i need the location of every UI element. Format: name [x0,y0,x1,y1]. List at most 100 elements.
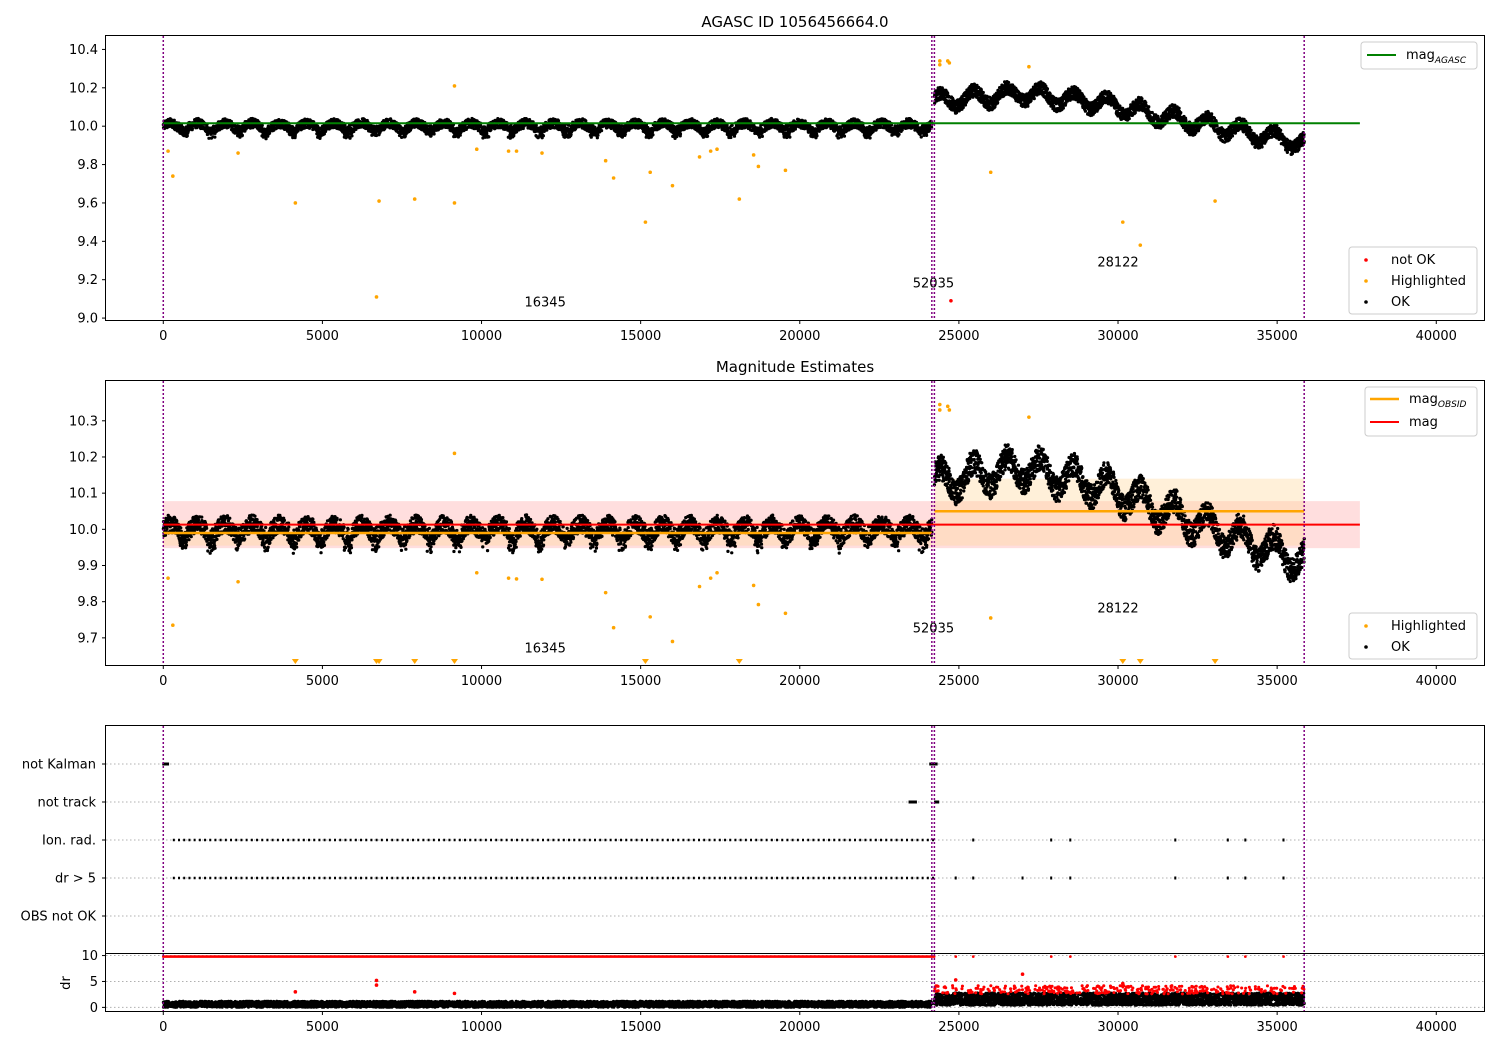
panel-4-ylabel: dr [59,976,74,990]
dr-red-point [1020,972,1025,977]
x-tick-label: 10000 [461,1020,502,1035]
highlighted-point [514,577,519,581]
legend-not-ok-marker [1364,258,1368,262]
y-tick-label: 9.4 [77,235,98,250]
x-tick-label: 35000 [1256,674,1297,689]
highlighted-point [715,570,719,575]
dr-ok-points-obs-2 [932,991,1306,1007]
panel-2-data [161,381,1360,665]
highlighted-point [1027,64,1031,69]
flag-point [1021,876,1024,880]
x-tick-label: 0 [159,1020,167,1035]
flag-point [934,800,940,804]
panel-2-legend-upper: magOBSID mag [1364,386,1478,437]
highlighted-point [938,62,942,67]
y-tick-label: 10.2 [69,81,98,96]
highlighted-point [643,220,648,224]
flag-category-label: OBS not OK [21,910,97,925]
x-tick-label: 10000 [461,329,502,344]
highlighted-point [988,616,993,620]
panel-2-x-ticks: 0 5000 10000 15000 20000 25000 30000 35000 40000 [159,665,1457,689]
highlighted-point [452,84,457,88]
dr-red-point [374,978,379,983]
legend-mag-agasc-label: magAGASC [1406,48,1467,66]
legend-ok-label: OK [1391,640,1410,655]
flag-point [1282,876,1285,880]
flag-point [929,762,938,766]
panel-1-frame [105,35,1485,321]
x-tick-label: 15000 [620,329,661,344]
highlighted-point [1138,243,1143,247]
y-tick-label: 10.2 [69,450,98,465]
legend-not-ok-label: not OK [1391,253,1436,268]
legend-mag-agasc-main: mag [1406,48,1435,63]
below-axis-marker [450,659,458,664]
below-axis-marker [735,659,743,664]
legend-mag-agasc-subscript: AGASC [1434,56,1467,66]
flag-point [954,876,957,880]
panel-1-title: AGASC ID 1056456664.0 [701,13,888,31]
highlighted-point [1027,415,1031,419]
highlighted-point [506,576,511,580]
x-tick-label: 20000 [779,674,820,689]
x-tick-label: 25000 [938,329,979,344]
dr-red-point [293,990,298,994]
highlighted-point [1213,199,1217,203]
panel-3-data [106,726,1484,953]
highlighted-point [938,402,942,407]
y-tick-label: 10.4 [69,43,98,58]
highlighted-point [756,602,761,607]
highlighted-point [938,59,942,63]
y-tick-label: 10.0 [69,120,98,135]
panel-4-data [106,954,1484,1011]
y-tick-label: 9.2 [77,273,98,288]
dr-ok-points-obs-1 [161,999,934,1009]
dr-red-point [412,990,417,994]
x-tick-label: 40000 [1416,674,1457,689]
highlighted-point [166,576,170,580]
flag-category-label: not track [37,796,96,811]
highlighted-point [452,451,457,456]
highlighted-point [412,197,417,201]
x-tick-label: 0 [159,674,167,689]
obsid-label: 16345 [524,296,565,311]
dr-red-point [452,991,457,996]
highlighted-point [648,170,652,175]
y-tick-label: 0 [90,1001,98,1016]
obsid-label: 16345 [524,641,565,656]
panel-dr: 0 5 10 0 5000 10000 15000 20000 25000 30000 35000… [59,949,1485,1035]
highlighted-point [708,576,713,580]
highlighted-point [947,61,952,65]
highlighted-point [697,584,702,589]
x-tick-label: 20000 [779,1020,820,1035]
x-tick-label: 40000 [1416,1020,1457,1035]
y-tick-label: 9.9 [77,559,98,574]
highlighted-point [947,408,952,412]
legend-highlighted-label: Highlighted [1391,619,1466,634]
highlighted-point [737,197,742,201]
highlighted-point [611,176,616,180]
x-tick-label: 35000 [1256,329,1297,344]
dr-red-point [1120,981,1125,986]
legend-mag-obsid-label: magOBSID [1409,392,1467,410]
flag-point [1282,838,1285,842]
highlighted-point [166,149,170,153]
y-tick-label: 9.8 [77,158,98,173]
flag-point [1050,838,1053,842]
highlighted-point [751,153,756,157]
highlighted-point [603,158,608,163]
flag-point [1174,876,1177,880]
highlighted-point [171,623,175,628]
legend-box [1348,612,1478,660]
flag-category-label: not Kalman [22,758,96,773]
x-tick-label: 15000 [620,674,661,689]
x-tick-label: 10000 [461,674,502,689]
below-axis-marker [1211,659,1219,664]
x-tick-label: 40000 [1416,329,1457,344]
highlighted-point [670,639,675,644]
highlighted-point [171,174,175,178]
highlighted-point [603,590,608,595]
obsid-label: 52035 [913,621,954,636]
highlighted-point [540,577,544,582]
